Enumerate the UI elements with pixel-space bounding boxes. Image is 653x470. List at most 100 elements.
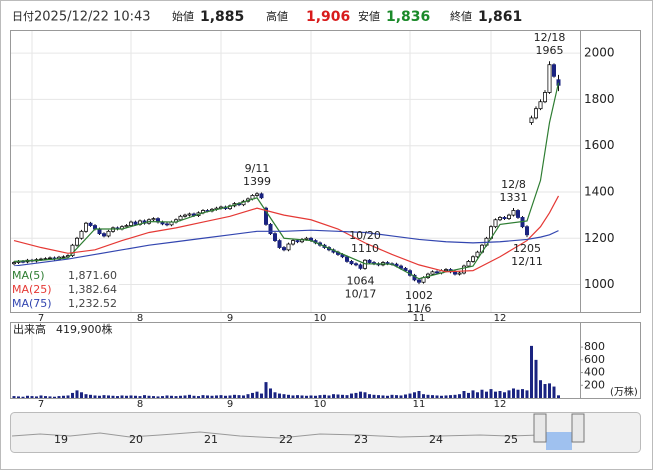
volume-bar — [345, 395, 349, 398]
volume-bar — [197, 396, 200, 398]
candle-body — [353, 263, 358, 266]
volume-bar — [264, 382, 268, 398]
volume-bar — [444, 395, 448, 398]
y-tick-label: 1800 — [584, 92, 615, 106]
x-tick-label: 9 — [227, 399, 233, 410]
volume-bar — [17, 396, 20, 398]
candle-body — [516, 210, 521, 218]
header-value: 1,906 — [306, 9, 350, 25]
volume-bar — [242, 395, 245, 398]
legend-box — [11, 266, 119, 312]
x-tick-label: 10 — [314, 313, 327, 324]
y-tick-label: 1600 — [584, 138, 615, 152]
candle-body — [88, 222, 93, 226]
volume-bar — [219, 395, 223, 398]
navigator-handle-left[interactable] — [533, 413, 547, 443]
volume-bar — [507, 390, 511, 398]
volume-tick-label: 200 — [584, 378, 605, 391]
candle-body — [470, 256, 475, 262]
x-tick-label: 12 — [494, 313, 507, 324]
candle-body — [259, 193, 264, 199]
candle-body — [61, 256, 66, 258]
volume-bar — [170, 395, 173, 398]
volume-bar — [390, 394, 394, 398]
volume-bar — [35, 396, 38, 398]
candle-body — [534, 108, 539, 119]
volume-bar — [215, 395, 218, 398]
x-tick-label: 11 — [413, 313, 426, 324]
volume-bar — [485, 391, 488, 398]
legend-name: MA(75) — [12, 297, 52, 310]
volume-bar — [228, 395, 232, 398]
candle-body — [511, 210, 516, 216]
volume-bar — [341, 394, 344, 398]
volume-bar — [84, 394, 88, 398]
price-panel — [10, 30, 641, 313]
volume-bar — [233, 394, 236, 398]
navigator[interactable] — [10, 412, 641, 453]
volume-bar — [287, 394, 290, 398]
volume-bar — [300, 395, 304, 398]
volume-bar — [174, 396, 178, 398]
volume-bar — [107, 395, 110, 398]
volume-bar — [48, 396, 52, 398]
candle-body — [295, 240, 300, 243]
volume-bar — [44, 396, 47, 398]
candle-body — [187, 213, 192, 216]
volume-bar — [327, 395, 331, 398]
candle-body — [358, 264, 363, 269]
volume-bar — [188, 394, 191, 398]
volume-bar — [246, 394, 250, 398]
header-value: 1,885 — [200, 9, 244, 25]
volume-bar — [521, 389, 524, 398]
navigator-label: 24 — [429, 433, 443, 446]
candle-body — [124, 225, 129, 228]
volume-bar — [251, 392, 254, 398]
navigator-handle-right[interactable] — [571, 413, 585, 443]
volume-bar — [269, 388, 272, 398]
legend-value: 1,232.52 — [68, 297, 117, 310]
legend-name: MA(5) — [12, 269, 45, 282]
volume-bar — [21, 396, 25, 398]
x-tick-label: 7 — [38, 399, 44, 410]
volume-bar — [363, 392, 367, 398]
volume-bar — [480, 389, 484, 398]
navigator-range[interactable] — [546, 432, 572, 450]
candle-body — [70, 244, 75, 257]
volume-bar — [71, 392, 74, 398]
y-tick-label: 1200 — [584, 231, 615, 245]
candle-body — [461, 265, 466, 274]
annotation-value: 1205 — [513, 242, 541, 255]
candle-body — [254, 193, 259, 196]
candle-body — [552, 64, 557, 77]
candle-body — [403, 267, 408, 272]
candle-body — [430, 271, 435, 275]
annotation-date: 12/8 — [501, 178, 526, 191]
volume-bar — [62, 395, 65, 398]
header-label: 始値 — [172, 9, 194, 23]
x-tick-label: 8 — [137, 313, 143, 324]
volume-bar — [543, 384, 547, 398]
volume-bar — [350, 393, 353, 398]
volume-bar — [377, 395, 380, 398]
volume-bar — [512, 388, 515, 398]
volume-bar — [255, 391, 259, 398]
x-tick-label: 7 — [38, 313, 44, 324]
annotation-date: 9/11 — [245, 162, 270, 175]
candle-body — [457, 272, 462, 275]
candle-body — [543, 92, 548, 103]
candle-body — [97, 228, 102, 235]
legend-value: 1,871.60 — [68, 269, 117, 282]
candle-body — [48, 257, 53, 260]
candle-body — [452, 271, 457, 275]
annotation-date: 10/17 — [345, 288, 377, 301]
volume-bar — [305, 395, 308, 398]
volume-bar — [332, 394, 335, 398]
volume-bar — [386, 395, 389, 398]
volume-bar — [138, 396, 142, 398]
candle-body — [443, 269, 448, 272]
legend-name: MA(25) — [12, 283, 52, 296]
volume-tick-label: 400 — [584, 366, 605, 379]
candle-body — [106, 230, 111, 237]
annotation-value: 1064 — [347, 275, 375, 288]
